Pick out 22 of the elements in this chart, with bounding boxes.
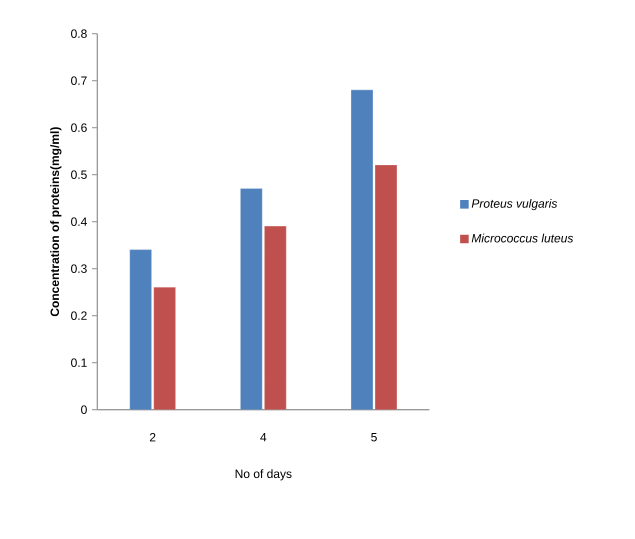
x-tick-label: 2 [150, 433, 156, 442]
bar [351, 90, 373, 410]
legend-label: Proteus vulgaris [472, 198, 558, 210]
x-tick-label: 5 [371, 433, 377, 442]
y-tick-label: 0.8 [71, 29, 87, 38]
x-axis-title: No of days [236, 469, 292, 480]
y-axis-title: Concentration of proteins(mg/ml) [50, 127, 62, 316]
y-tick-label: 0.1 [71, 358, 87, 367]
y-tick-label: 0.2 [71, 311, 87, 320]
y-tick-label: 0.4 [71, 217, 87, 226]
bar [264, 226, 286, 410]
y-tick-label: 0.3 [71, 264, 87, 273]
y-tick-label: 0 [81, 405, 87, 414]
bar [130, 250, 152, 410]
y-tick-label: 0.6 [71, 123, 87, 132]
bar [375, 165, 397, 410]
bar [240, 188, 262, 410]
y-tick-label: 0.7 [71, 76, 87, 85]
x-tick-label: 4 [260, 433, 266, 442]
y-tick-label: 0.5 [71, 170, 87, 179]
legend-label: Micrococcus luteus [472, 234, 574, 242]
bar [154, 287, 176, 410]
